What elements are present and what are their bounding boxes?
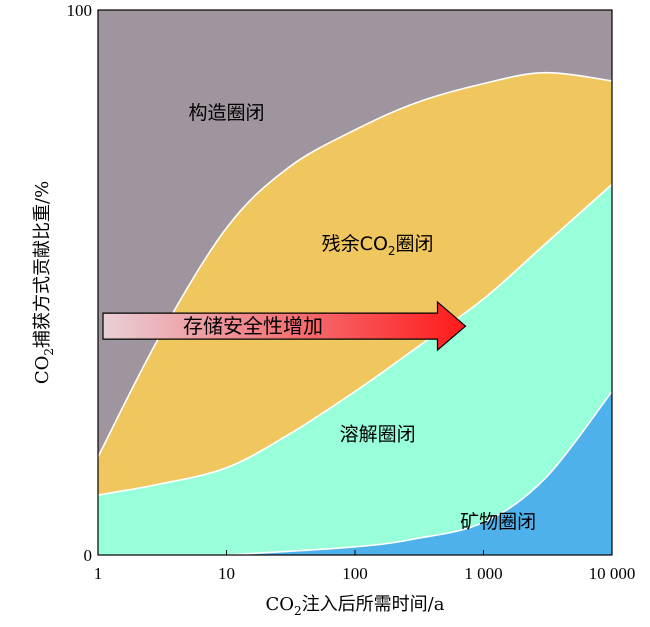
- x-tick-label: 1 000: [464, 564, 502, 583]
- region-mineral-trap: [226, 391, 612, 555]
- plot-area: [97, 9, 613, 556]
- region-label: 矿物圈闭: [460, 511, 536, 533]
- x-tick-label: 100: [342, 564, 368, 583]
- y-axis-title: CO2捕获方式贡献比重/%: [32, 181, 56, 384]
- x-tick-label: 1: [94, 564, 103, 583]
- x-axis-title: CO2注入后所需时间/a: [266, 594, 445, 618]
- x-axis-ticks: 1 10 100 1 000 10 000: [94, 550, 636, 583]
- safety-arrow: [102, 300, 467, 352]
- y-tick-label: 100: [67, 1, 93, 20]
- x-tick-label: 10: [218, 564, 235, 583]
- region-label: 构造圈闭: [188, 102, 264, 124]
- region-label: 溶解圈闭: [340, 424, 416, 446]
- arrow-label: 存储安全性增加: [183, 314, 323, 338]
- region-label: 残余CO2圈闭: [322, 233, 434, 258]
- x-tick-label: 10 000: [589, 564, 636, 583]
- region-solubility-trap: [98, 184, 612, 555]
- annotation-arrow: 存储安全性增加: [102, 300, 467, 352]
- boundary-line-mineral: [226, 391, 613, 556]
- y-axis-ticks: 0 100: [67, 1, 93, 565]
- y-tick-label: 0: [84, 546, 93, 565]
- boundary-line-solubility: [97, 183, 613, 496]
